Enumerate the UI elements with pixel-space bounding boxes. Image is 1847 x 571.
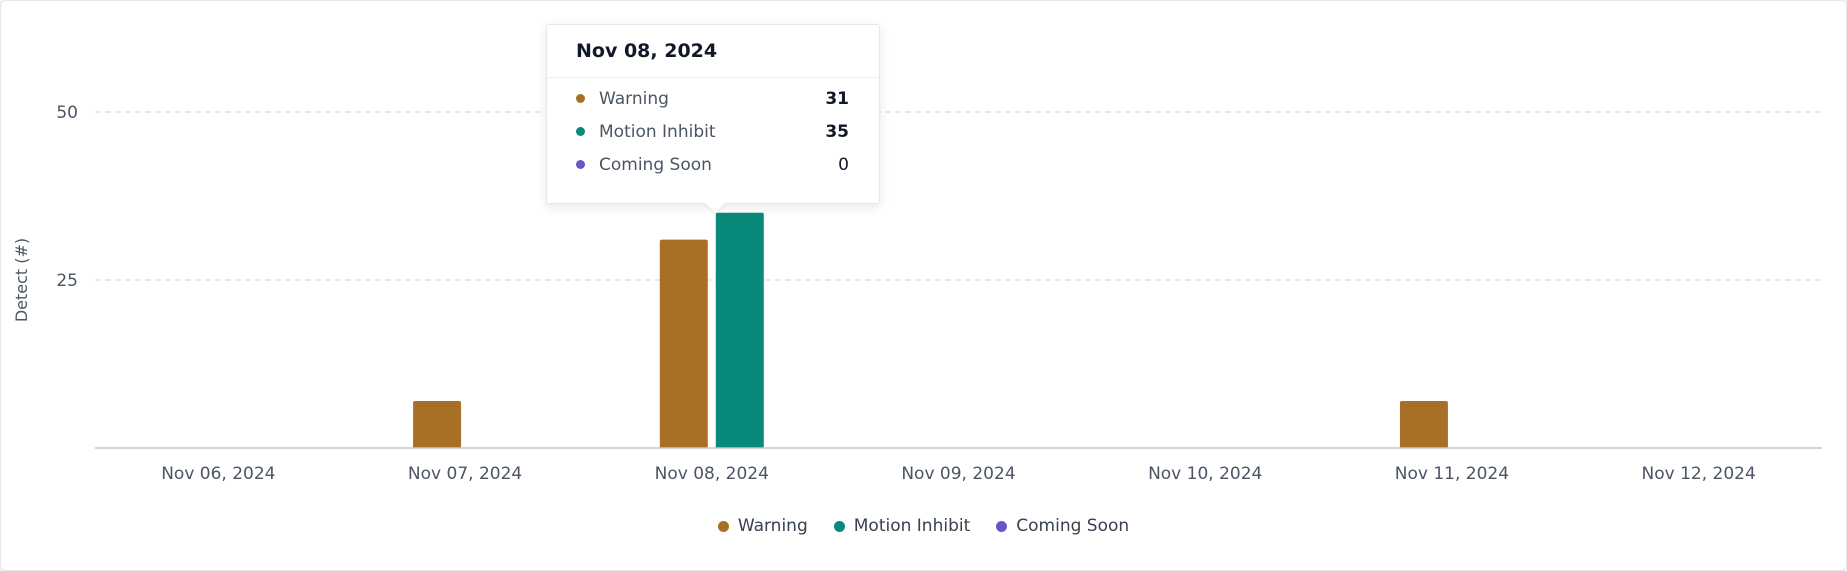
legend-item-coming-soon[interactable]: Coming Soon [996,516,1129,536]
bar-warning-1 [413,400,462,448]
chart-tooltip: Nov 08, 2024 Warning 31 Motion Inhibit 3… [546,24,880,204]
y-tick-label-25: 25 [56,271,78,291]
tooltip-value-motion-inhibit: 35 [825,121,849,142]
legend-item-motion-inhibit[interactable]: Motion Inhibit [833,516,971,536]
chart-legend: Warning Motion Inhibit Coming Soon [0,512,1847,540]
tooltip-dot-motion-inhibit [576,127,585,136]
tooltip-row-warning: Warning 31 [547,82,879,115]
legend-item-warning[interactable]: Warning [717,516,808,536]
x-tick-label-4: Nov 10, 2024 [1148,464,1262,484]
tooltip-title: Nov 08, 2024 [547,25,879,78]
x-tick-label-2: Nov 08, 2024 [655,464,769,484]
tooltip-value-coming-soon: 0 [838,154,849,175]
legend-dot-warning [717,520,729,532]
bar-motion-inhibit-2 [715,212,764,448]
legend-dot-motion-inhibit [833,520,845,532]
tooltip-label-warning: Warning [599,88,669,109]
tooltip-label-motion-inhibit: Motion Inhibit [599,121,716,142]
x-tick-label-6: Nov 12, 2024 [1641,464,1755,484]
tooltip-dot-coming-soon [576,160,585,169]
x-tick-label-5: Nov 11, 2024 [1395,464,1509,484]
tooltip-arrow [705,203,725,213]
tooltip-dot-warning [576,94,585,103]
x-tick-label-0: Nov 06, 2024 [161,464,275,484]
y-tick-label-50: 50 [56,103,78,123]
tooltip-value-warning: 31 [825,88,849,109]
x-tick-label-1: Nov 07, 2024 [408,464,522,484]
legend-label-motion-inhibit: Motion Inhibit [853,516,971,536]
bar-warning-5 [1399,400,1448,448]
legend-dot-coming-soon [996,520,1008,532]
legend-label-coming-soon: Coming Soon [1016,516,1130,536]
x-tick-label-3: Nov 09, 2024 [901,464,1015,484]
legend-label-warning: Warning [737,516,808,536]
bar-warning-2 [659,239,708,448]
tooltip-row-motion-inhibit: Motion Inhibit 35 [547,115,879,148]
tooltip-label-coming-soon: Coming Soon [599,154,712,175]
y-axis-title: Detect (#) [12,238,31,322]
tooltip-row-coming-soon: Coming Soon 0 [547,148,879,181]
